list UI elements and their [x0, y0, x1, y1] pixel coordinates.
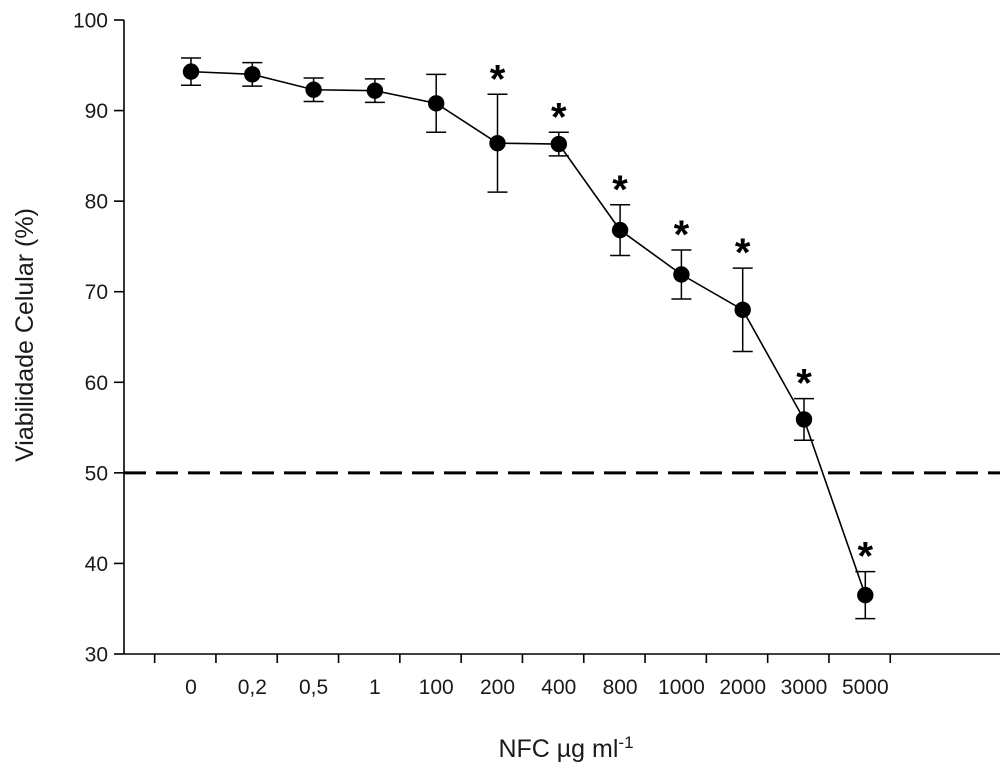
significance-star: *: [858, 535, 874, 579]
x-tick-label: 3000: [781, 676, 828, 699]
y-tick-label: 30: [85, 644, 108, 667]
y-tick-label: 100: [73, 10, 108, 33]
data-point: [366, 82, 384, 99]
x-tick-label: 100: [419, 676, 454, 699]
x-tick-label: 800: [603, 676, 638, 699]
data-point: [673, 266, 690, 283]
y-axis-title: Viabilidade Celular (%): [11, 208, 39, 462]
y-tick-label: 50: [85, 462, 108, 485]
x-tick-label: 5000: [842, 676, 889, 699]
y-tick-label: 80: [85, 191, 108, 214]
significance-star: *: [735, 231, 751, 275]
x-axis-title-main: NFC µg ml: [498, 735, 618, 763]
y-axis: 30 40 50 60 70 80 90 100: [73, 10, 125, 667]
x-tick-label: 0: [185, 676, 197, 699]
data-point: [305, 81, 322, 98]
data-point: [182, 63, 200, 80]
y-tick-label: 70: [85, 281, 108, 304]
data-point: [734, 301, 751, 319]
x-tick-label: 1: [369, 676, 381, 699]
x-tick-label: 2000: [719, 676, 766, 699]
x-axis-title: NFC µg ml-1: [498, 733, 633, 764]
x-tick-label: 400: [541, 676, 576, 699]
data-point: [550, 135, 567, 153]
data-point: [244, 66, 261, 83]
significance-star: *: [674, 213, 690, 257]
y-tick-label: 60: [85, 372, 108, 395]
data-point: [611, 221, 629, 239]
x-axis: 0 0,2 0,5 1 100 200 400 800 1000 2000 3000 5000: [124, 653, 1000, 699]
data-point: [489, 134, 506, 152]
data-point: [857, 586, 874, 604]
significance-star: *: [612, 168, 628, 212]
x-tick-label: 1000: [658, 676, 705, 699]
y-tick-label: 90: [85, 100, 108, 123]
significance-star: *: [490, 57, 506, 101]
x-tick-label: 200: [480, 676, 515, 699]
plot-area: * * * * * * *: [181, 57, 876, 620]
data-point: [428, 95, 445, 112]
significance-star: *: [551, 95, 567, 139]
data-point: [795, 411, 813, 428]
x-tick-label: 0,2: [238, 676, 267, 699]
series-line: [190, 70, 867, 596]
significance-star: *: [796, 362, 812, 406]
x-axis-title-superscript: -1: [618, 733, 633, 752]
x-tick-label: 0,5: [299, 676, 328, 699]
y-tick-label: 40: [85, 553, 108, 576]
